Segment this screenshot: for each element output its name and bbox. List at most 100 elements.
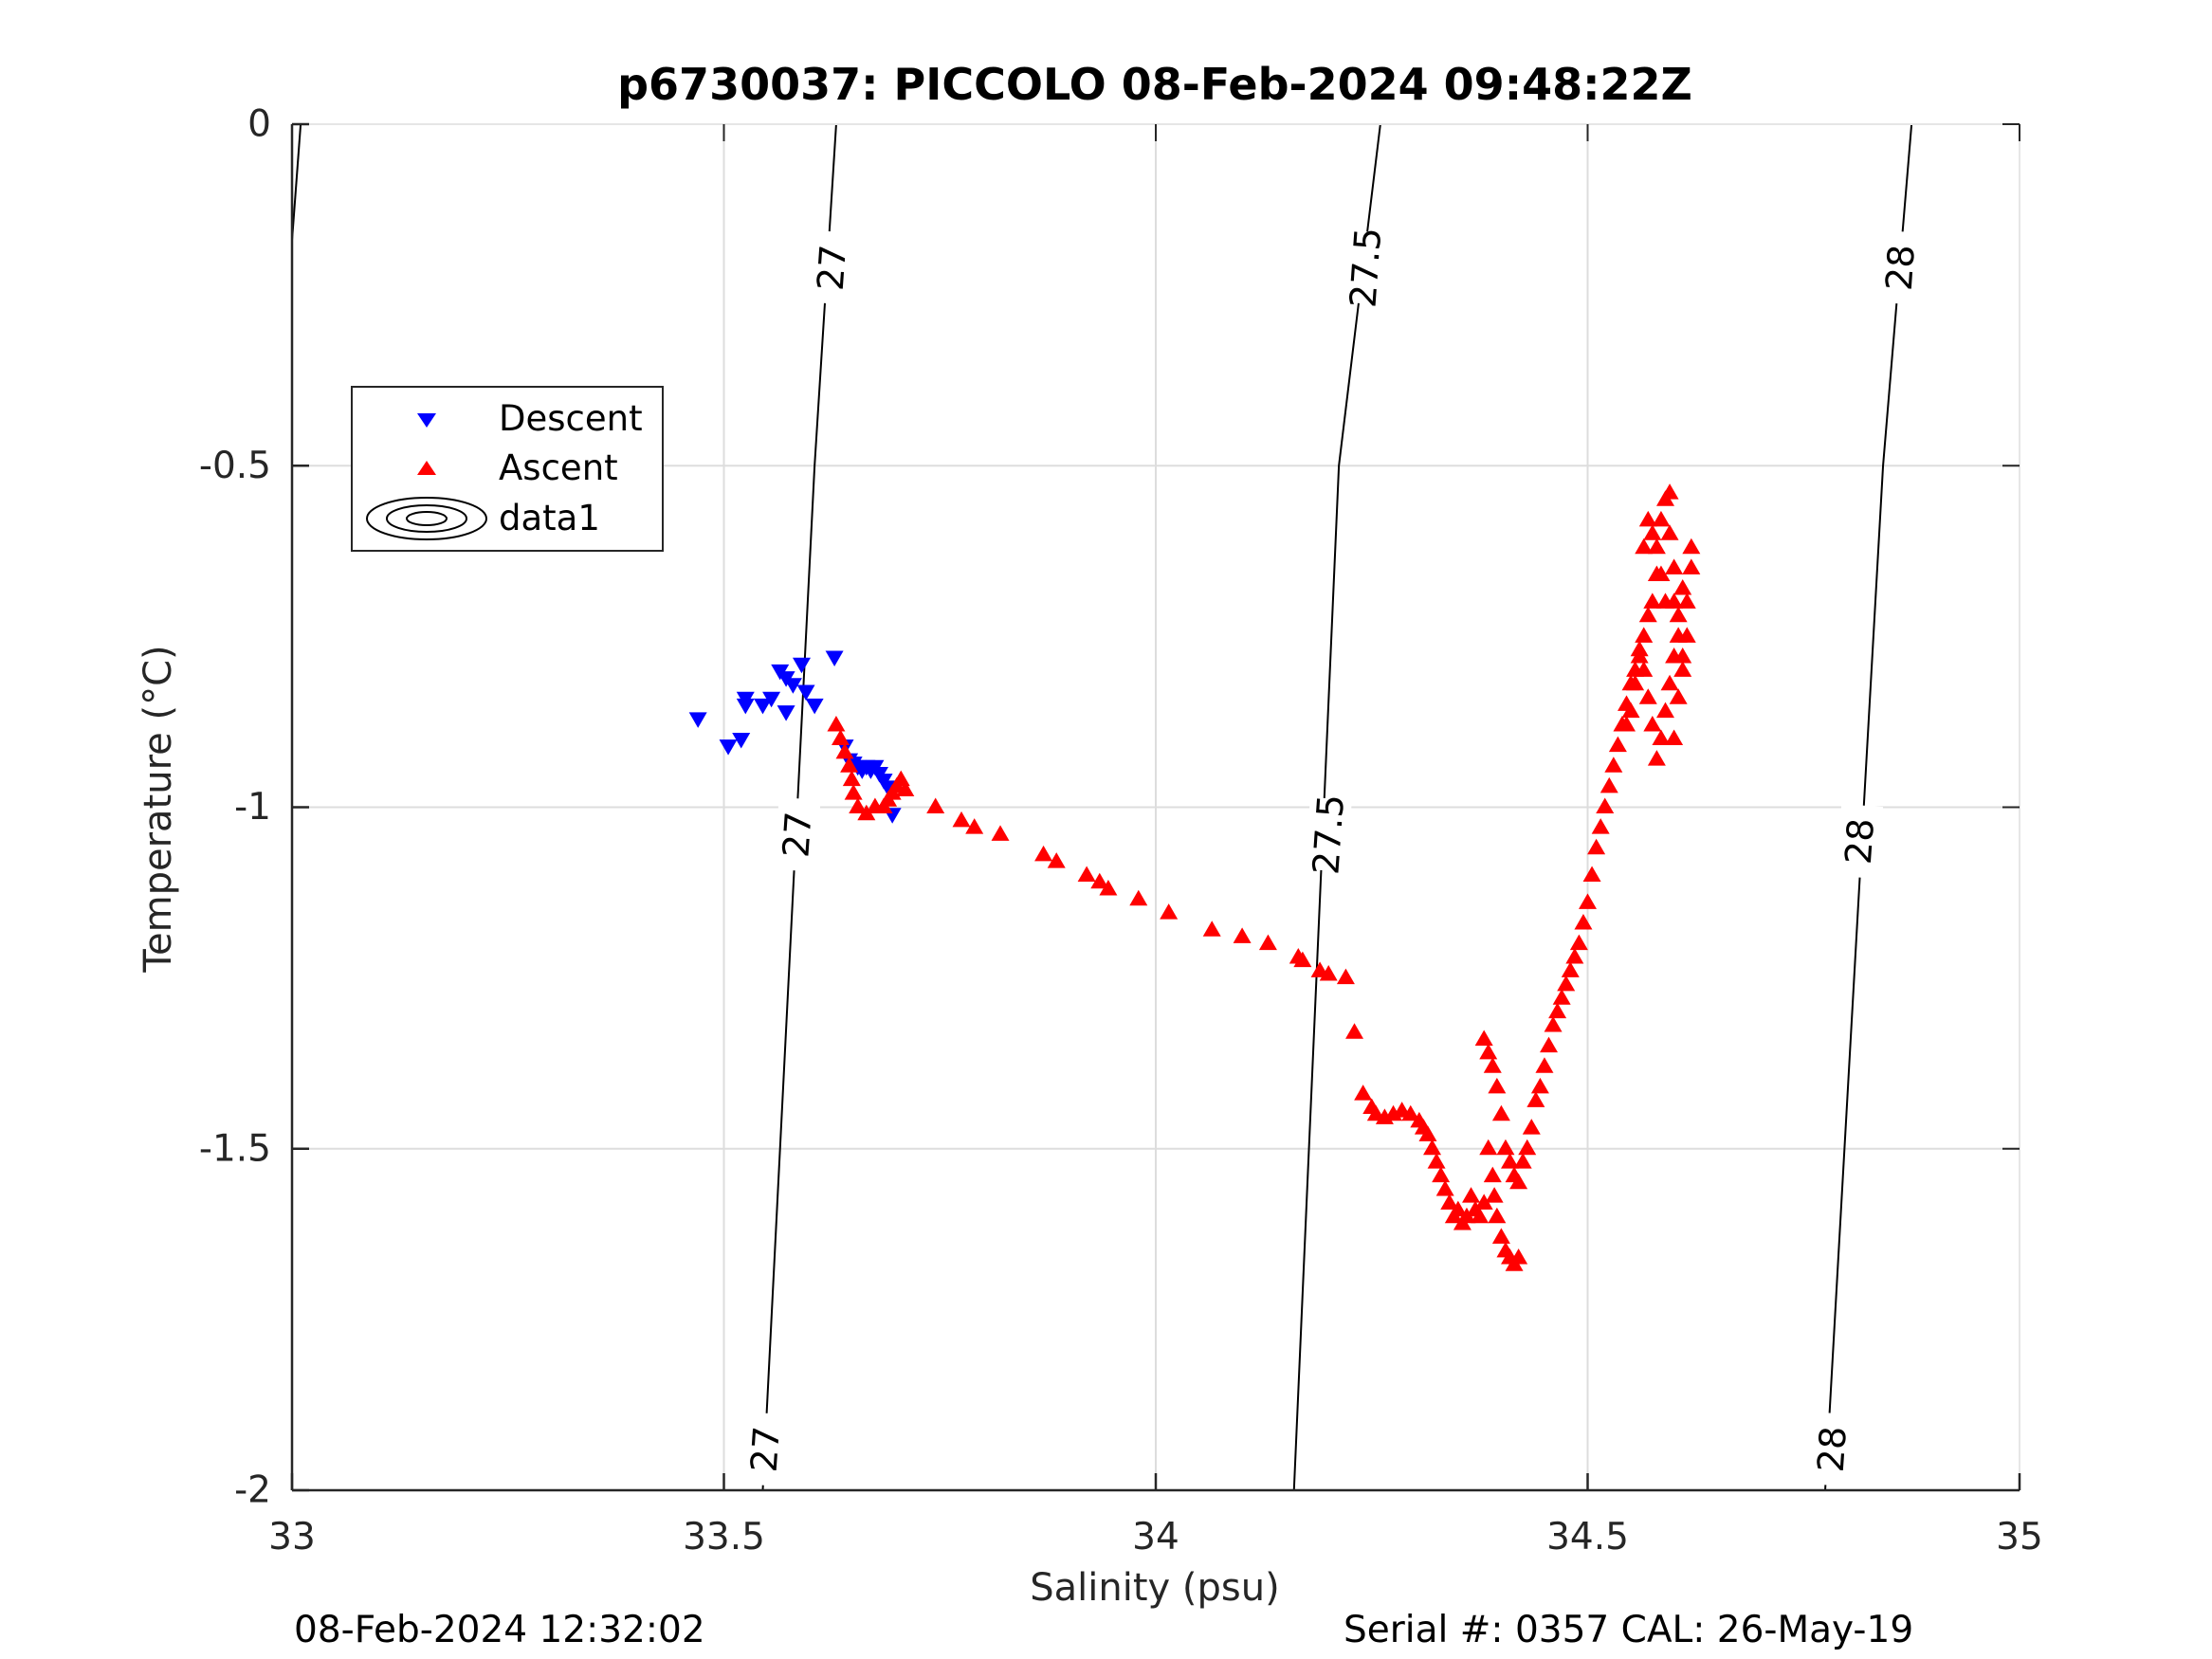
ascent-point	[842, 770, 861, 787]
descent-point	[732, 732, 751, 749]
ascent-point	[1638, 688, 1657, 704]
descent-point	[796, 684, 815, 702]
ascent-point	[1423, 1139, 1442, 1156]
ascent-point	[827, 716, 846, 732]
ascent-point	[1626, 674, 1645, 691]
ascent-point	[1647, 750, 1666, 766]
ascent-point	[1530, 1077, 1549, 1094]
ascent-point	[1643, 524, 1662, 540]
ascent-point	[1449, 1200, 1468, 1217]
contour-label: 28	[1808, 1412, 1856, 1487]
ascent-point	[1491, 1104, 1510, 1121]
descent-point	[688, 712, 707, 728]
ascent-point	[1660, 674, 1679, 691]
ascent-point	[1462, 1187, 1481, 1203]
ascent-point	[1617, 716, 1636, 732]
ascent-point	[1336, 968, 1355, 985]
ascent-point	[857, 804, 876, 821]
ascent-point	[1293, 951, 1312, 968]
y-tick-label: -0.5	[199, 445, 271, 487]
contour-label-bg	[1808, 1412, 1856, 1487]
ascent-point	[1513, 1153, 1532, 1169]
ascent-point	[1479, 1139, 1498, 1156]
ascent-point	[1647, 538, 1666, 555]
ascent-point	[1099, 879, 1118, 896]
ascent-point	[849, 797, 868, 813]
x-tick-label: 35	[1996, 1516, 2043, 1559]
ascent-point	[1319, 965, 1338, 981]
ascent-point	[1643, 716, 1662, 732]
descent-point	[762, 691, 781, 708]
ascent-point	[1682, 538, 1701, 555]
ascent-point	[1457, 1207, 1476, 1224]
contour-label-bg	[1836, 804, 1884, 879]
ascent-point	[1474, 1194, 1493, 1210]
ascent-point	[952, 811, 971, 828]
ascent-point	[1427, 1153, 1446, 1169]
ascent-point	[1596, 797, 1615, 813]
ascent-point	[1652, 729, 1671, 745]
ascent-point	[1540, 1036, 1559, 1053]
ascent-point	[1354, 1085, 1373, 1101]
ascent-point	[1233, 927, 1252, 943]
contour-label-bg	[1342, 229, 1389, 305]
ascent-point	[1544, 1016, 1563, 1032]
ascent-point	[1682, 558, 1701, 574]
ascent-point	[1638, 510, 1657, 527]
ascent-point	[1509, 1173, 1528, 1190]
chart-title: p6730037: PICCOLO 08-Feb-2024 09:48:22Z	[617, 59, 1692, 110]
ascent-point	[831, 729, 850, 745]
ascent-point	[1665, 729, 1684, 745]
ascent-point	[1574, 913, 1593, 930]
ascent-series	[827, 483, 1701, 1271]
ascent-point	[1652, 510, 1671, 527]
contour-label-bg	[741, 1412, 789, 1487]
ascent-point	[965, 818, 984, 834]
x-axis-label: Salinity (psu)	[1030, 1566, 1279, 1610]
ascent-point	[840, 757, 859, 773]
contour-label: 27	[774, 796, 821, 872]
x-axis-ticks: 33 33.5 34 34.5 35	[268, 124, 2043, 1559]
ascent-point	[1471, 1207, 1490, 1224]
ascent-point	[835, 742, 854, 759]
contour-label-bg	[1876, 229, 1924, 305]
ascent-point	[1587, 838, 1606, 855]
ascent-point	[844, 784, 863, 800]
ascent-point	[1673, 578, 1692, 595]
ascent-point	[1548, 1002, 1567, 1019]
y-tick-label: 0	[247, 103, 271, 146]
ascent-point	[1518, 1139, 1537, 1156]
ascent-point	[1635, 661, 1654, 677]
ascent-point	[1591, 818, 1610, 834]
descent-point	[719, 739, 738, 756]
ascent-point	[1579, 893, 1597, 909]
legend-descent-marker	[417, 413, 436, 428]
ascent-point	[1258, 934, 1277, 951]
ascent-point	[1440, 1194, 1459, 1210]
ascent-point	[1491, 1228, 1510, 1244]
legend-ascent-label: Ascent	[499, 447, 618, 488]
ascent-point	[1401, 1104, 1420, 1121]
ascent-point	[1669, 688, 1688, 704]
contour-label-text: 27	[775, 811, 819, 859]
ascent-point	[1582, 866, 1601, 883]
contour-label-text: 27.5	[1342, 227, 1389, 309]
contour-line	[291, 123, 302, 241]
ascent-point	[1090, 872, 1109, 889]
footer-timestamp: 08-Feb-2024 12:32:02	[294, 1609, 705, 1651]
ascent-point	[1483, 1057, 1502, 1073]
ascent-point	[1608, 736, 1627, 753]
legend: Descent Ascent data1	[351, 386, 664, 552]
contour-label-text: 27.5	[1305, 793, 1352, 876]
ascent-point	[1160, 903, 1179, 920]
x-tick-label: 34.5	[1546, 1516, 1629, 1559]
ascent-point	[1569, 934, 1588, 951]
ascent-point	[1660, 524, 1679, 540]
ascent-point	[896, 780, 915, 796]
contour-label-text: 28	[1837, 817, 1882, 866]
ascent-point	[1483, 1166, 1502, 1183]
contour-label-text: 27	[743, 1425, 788, 1473]
grid-lines	[292, 124, 2020, 1490]
ascent-point	[1660, 483, 1679, 500]
